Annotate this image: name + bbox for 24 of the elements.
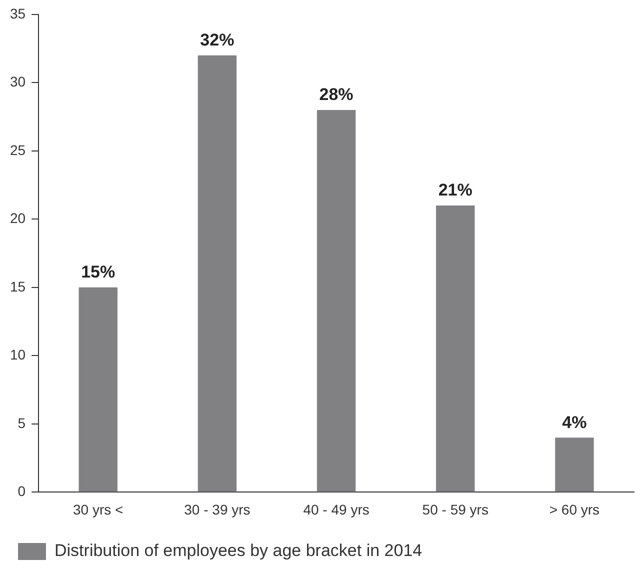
x-tick-label: 30 - 39 yrs (184, 501, 250, 518)
x-tick-label: > 60 yrs (549, 501, 600, 518)
x-tick-label: 50 - 59 yrs (422, 501, 488, 518)
bar (436, 206, 475, 492)
y-tick-label: 35 (10, 5, 26, 22)
x-tick-label: 40 - 49 yrs (303, 501, 370, 518)
bar (198, 55, 237, 492)
bar (555, 438, 594, 492)
data-label: 4% (562, 412, 587, 432)
y-tick-label: 10 (10, 346, 26, 363)
legend-label: Distribution of employees by age bracket in 2014 (54, 541, 422, 560)
bar (316, 110, 356, 492)
y-tick-label: 15 (10, 278, 26, 294)
data-label: 21% (438, 180, 472, 200)
y-tick-label: 0 (18, 483, 26, 500)
data-label: 32% (200, 30, 234, 50)
x-tick-label: 30 yrs < (73, 501, 124, 518)
y-tick-label: 5 (18, 414, 26, 431)
y-tick-label: 20 (10, 210, 26, 226)
y-tick-label: 25 (10, 142, 26, 158)
data-label: 28% (319, 85, 354, 104)
y-tick-label: 30 (10, 74, 26, 90)
bar (78, 287, 118, 492)
data-label: 15% (81, 262, 116, 282)
